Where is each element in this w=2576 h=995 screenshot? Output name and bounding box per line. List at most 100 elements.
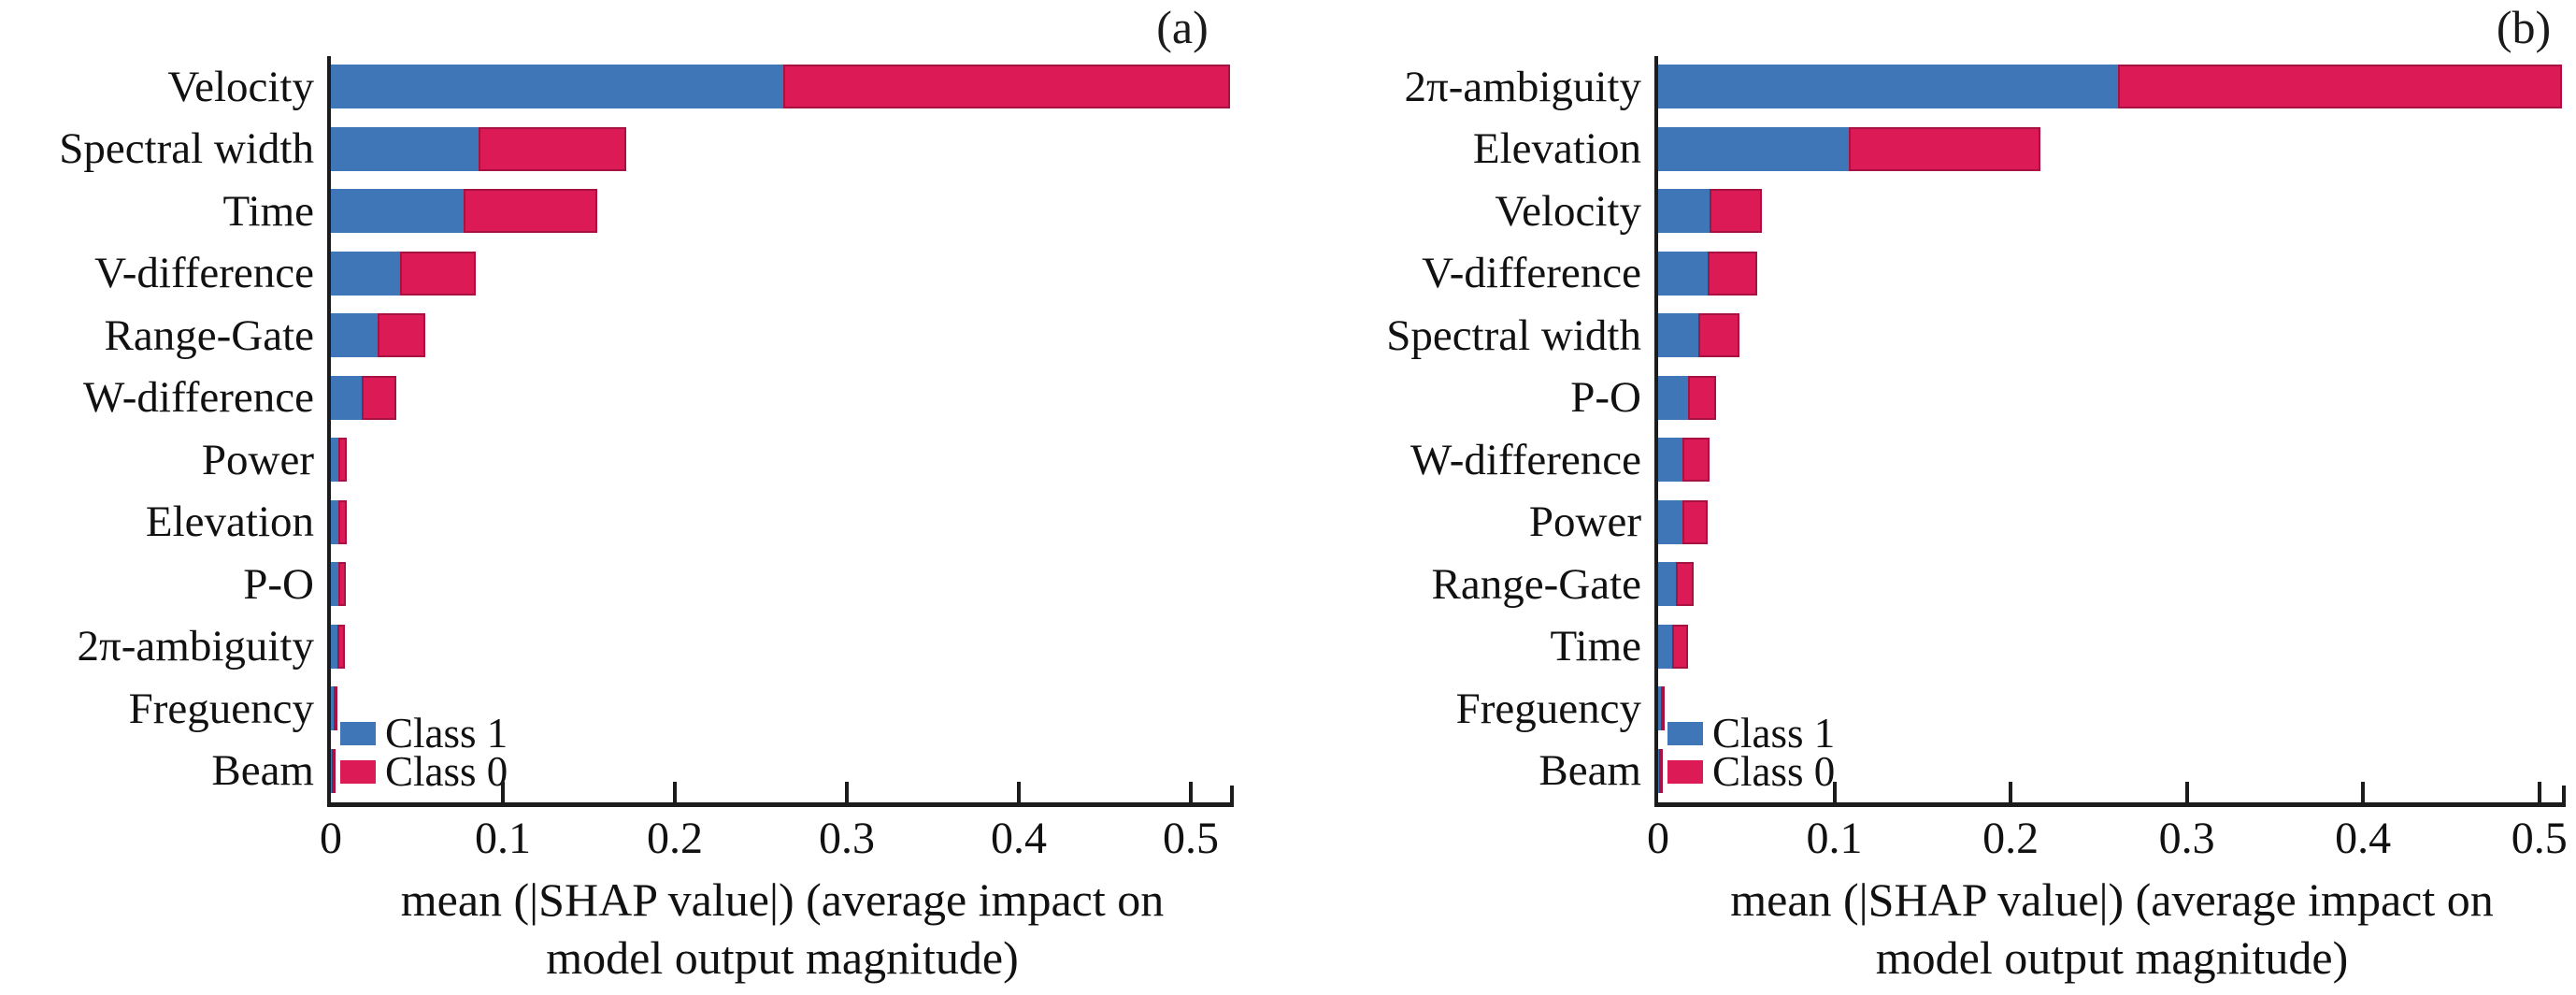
stacked-bar [1658,189,2566,233]
axis-end-tick-mark [1230,786,1234,802]
feature-label: 2π-ambiguity [1404,62,1641,111]
bar-row [331,56,1234,119]
bar-row [1658,429,2566,492]
bar-segment-class1 [331,313,378,357]
bar-segment-class0 [377,313,426,357]
bar-segment-class0 [1709,189,1763,233]
bar-row [331,616,1234,679]
bar-segment-class0 [463,189,598,233]
bar-segment-class1 [331,499,339,544]
bar-segment-class0 [1682,499,1708,544]
feature-label: Beam [1538,746,1641,796]
stacked-bar [1658,251,2566,296]
x-tick-label: 0.4 [991,814,1047,863]
panel-a-x-axis-title: mean (|SHAP value|) (average impact on m… [331,871,1234,987]
x-tick-label: 0 [1647,814,1669,863]
feature-label: Velocity [167,62,314,111]
panel-b-plot-area: Class 1 Class 0 [1654,56,2566,807]
feature-label: Range-Gate [1431,559,1641,609]
bar-row [331,119,1234,181]
bar-row [331,243,1234,306]
bar-segment-class0 [1707,251,1757,296]
stacked-bar [1658,562,2566,606]
stacked-bar [1658,499,2566,544]
x-tick-label: 0.2 [647,814,703,863]
bar-segment-class1 [1658,686,1662,730]
bar-row [1658,119,2566,181]
panel-a-x-axis: 0 0.1 0.2 0.3 0.4 0.5 [320,807,1234,871]
x-tick-mark [2537,782,2541,802]
panel-a-legend: Class 1 Class 0 [340,713,508,793]
x-tick-mark [845,782,849,802]
panel-b-x-axis-title: mean (|SHAP value|) (average impact on m… [1658,871,2566,987]
stacked-bar [331,748,1234,793]
panel-b-x-axis: 0 0.1 0.2 0.3 0.4 0.5 [1647,807,2568,871]
x-tick-label: 0.4 [2335,814,2392,863]
stacked-bar [331,126,1234,171]
legend-label-class1: Class 1 [1712,710,1836,757]
bar-row [331,429,1234,492]
stacked-bar [331,375,1234,420]
bar-segment-class1 [1658,251,1708,296]
bar-segment-class1 [331,562,339,606]
bar-segment-class0 [338,438,348,482]
bar-segment-class1 [1658,189,1710,233]
feature-label: P-O [1570,373,1641,423]
stacked-bar [1658,313,2566,357]
bar-row [1658,492,2566,555]
bar-row [331,554,1234,616]
panel-a-tag: (a) [1156,1,1209,53]
legend-item-class1: Class 1 [340,713,508,755]
bar-segment-class1 [1658,562,1676,606]
stacked-bar [331,562,1234,606]
stacked-bar [1658,375,2566,420]
stacked-bar [331,251,1234,296]
x-tick-label: 0.1 [1806,814,1863,863]
bar-segment-class0 [479,126,627,171]
x-tick-label: 0.5 [1163,814,1219,863]
panel-b-tag: (b) [2496,1,2552,53]
bar-segment-class1 [331,438,339,482]
x-tick-mark [501,782,505,802]
bar-segment-class0 [337,624,345,669]
bar-segment-class1 [331,624,338,669]
feature-label: Elevation [145,498,314,547]
feature-label: Elevation [1472,124,1641,174]
panel-b-feature-labels: 2π-ambiguity Elevation Velocity V-differenc… [1288,56,1654,807]
bar-segment-class1 [1658,499,1683,544]
stacked-bar [331,624,1234,669]
bar-segment-class0 [1682,438,1710,482]
bar-row [1658,180,2566,243]
bar-segment-class1 [1658,624,1673,669]
bar-segment-class1 [331,65,783,108]
bar-segment-class1 [1658,438,1683,482]
bar-segment-class1 [1658,375,1689,420]
feature-label: Power [1528,498,1641,547]
bar-segment-class1 [1658,126,1849,171]
bar-row [1658,678,2566,741]
panel-b-legend: Class 1 Class 0 [1667,710,1836,793]
feature-label: P-O [243,559,314,609]
feature-label: Freguency [1455,684,1641,733]
feature-label: Freguency [128,684,314,733]
stacked-bar [1658,438,2566,482]
x-tick-label: 0.5 [2511,814,2568,863]
feature-label: V-difference [94,249,314,298]
legend-swatch-class0 [340,759,376,784]
x-tick-label: 0.3 [819,814,875,863]
feature-label: Range-Gate [104,310,314,360]
stacked-bar [331,313,1234,357]
stacked-bar [331,438,1234,482]
bar-segment-class0 [1661,686,1666,730]
bar-segment-class1 [331,748,332,793]
feature-label: W-difference [82,373,314,423]
panel-b-chart: 2π-ambiguity Elevation Velocity V-differenc… [1288,0,2576,807]
panel-b: (b) 2π-ambiguity Elevation Velocity V-diffe… [1288,0,2576,995]
bar-row [331,492,1234,555]
x-tick-mark [2009,782,2013,802]
feature-label: Velocity [1495,186,1641,236]
legend-swatch-class1 [340,721,376,745]
feature-label: W-difference [1410,435,1641,484]
bar-segment-class0 [2118,65,2563,108]
